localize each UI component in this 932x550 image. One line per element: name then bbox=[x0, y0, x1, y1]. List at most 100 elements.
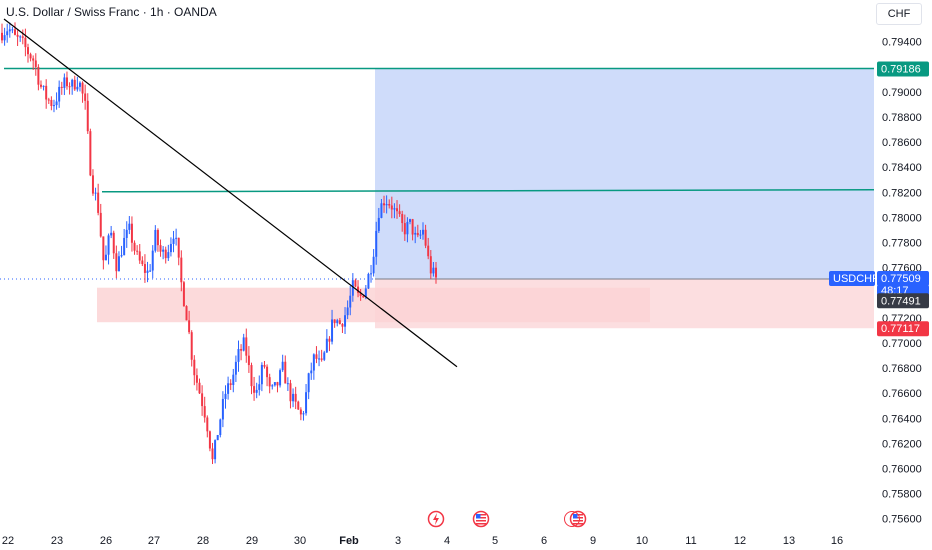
candle bbox=[224, 385, 227, 409]
price-axis-tick-label: 0.76200 bbox=[882, 438, 922, 450]
candle bbox=[318, 350, 321, 367]
candle bbox=[123, 228, 126, 256]
candle bbox=[182, 280, 185, 307]
candle bbox=[346, 300, 349, 320]
candle bbox=[24, 28, 27, 57]
price-axis-tick-label: 0.76800 bbox=[882, 363, 922, 375]
price-axis-tick-label: 0.77000 bbox=[882, 338, 922, 350]
candle bbox=[432, 261, 435, 277]
candle bbox=[120, 245, 123, 258]
candle bbox=[172, 230, 175, 253]
time-axis-tick-label: 5 bbox=[492, 535, 498, 547]
candle bbox=[188, 310, 191, 335]
price-axis-tick-label: 0.77800 bbox=[882, 237, 922, 249]
demand-zone[interactable] bbox=[97, 287, 650, 323]
candle bbox=[128, 216, 131, 235]
resistance-line[interactable] bbox=[101, 189, 875, 193]
time-axis-tick-label: 30 bbox=[294, 535, 306, 547]
candle bbox=[169, 237, 172, 257]
candle bbox=[305, 384, 308, 416]
candle bbox=[37, 64, 40, 91]
candle bbox=[284, 355, 287, 384]
candle bbox=[424, 224, 427, 249]
candle bbox=[180, 250, 183, 292]
candle bbox=[156, 228, 159, 252]
time-axis-tick-label: 27 bbox=[148, 535, 160, 547]
candle bbox=[133, 240, 136, 255]
candle bbox=[13, 22, 16, 36]
candle bbox=[102, 236, 105, 270]
candle bbox=[341, 323, 344, 334]
time-axis-tick-label: 3 bbox=[395, 535, 401, 547]
currency-button[interactable]: CHF bbox=[876, 3, 922, 25]
candle bbox=[203, 396, 206, 423]
candle bbox=[302, 410, 305, 421]
candle bbox=[435, 261, 437, 284]
candle bbox=[383, 195, 386, 213]
candle bbox=[372, 249, 375, 277]
time-axis-tick-label: 13 bbox=[783, 535, 795, 547]
candle bbox=[419, 229, 422, 239]
candle bbox=[32, 55, 35, 70]
candle bbox=[294, 386, 297, 410]
candle bbox=[357, 280, 360, 298]
candle bbox=[149, 264, 152, 273]
candle bbox=[242, 333, 245, 352]
price-axis-tick-label: 0.78800 bbox=[882, 112, 922, 124]
candle bbox=[86, 93, 89, 134]
current-price-tag-text: 0.77509 bbox=[881, 273, 921, 285]
candle bbox=[107, 233, 110, 265]
candle bbox=[273, 382, 276, 387]
candle bbox=[201, 385, 204, 416]
time-axis-tick-label: 29 bbox=[246, 535, 258, 547]
candle bbox=[232, 368, 235, 393]
price-axis-tick-label: 0.75600 bbox=[882, 514, 922, 526]
target-zone[interactable] bbox=[375, 68, 874, 280]
candle bbox=[94, 187, 97, 201]
us-flag-event-icon[interactable] bbox=[472, 510, 490, 528]
symbol-price-tag-text: USDCHF bbox=[833, 273, 879, 285]
candle bbox=[260, 362, 263, 392]
candle bbox=[427, 237, 430, 260]
candle bbox=[130, 216, 133, 252]
candle bbox=[297, 400, 300, 410]
candle bbox=[349, 286, 352, 316]
candle bbox=[370, 264, 373, 283]
trendline[interactable] bbox=[3, 18, 458, 368]
candle bbox=[310, 362, 313, 380]
trendline-layer bbox=[3, 18, 458, 368]
candle bbox=[29, 52, 32, 62]
candle bbox=[396, 200, 399, 219]
candle bbox=[146, 261, 149, 283]
candle bbox=[338, 317, 341, 325]
chart-title: U.S. Dollar / Swiss Franc · 1h · OANDA bbox=[6, 5, 217, 19]
candle bbox=[151, 245, 154, 279]
candle bbox=[422, 222, 425, 240]
candle bbox=[289, 379, 292, 409]
lightning-event-icon[interactable] bbox=[427, 510, 445, 528]
time-axis-tick-label: 12 bbox=[734, 535, 746, 547]
time-axis: 22 23 26 27 28 29 30 Feb 3 4 5 6 9 10 11 12 13 16 bbox=[2, 535, 843, 547]
price-axis-tick-label: 0.78600 bbox=[882, 137, 922, 149]
candle bbox=[229, 379, 232, 390]
candle bbox=[216, 434, 219, 441]
us-flag-event-icon-double-b[interactable] bbox=[564, 511, 580, 527]
candle bbox=[34, 53, 37, 76]
candle bbox=[385, 195, 388, 214]
time-axis-tick-label: 26 bbox=[100, 535, 112, 547]
candle bbox=[414, 226, 417, 244]
target-price-tag-text: 0.79186 bbox=[881, 63, 921, 75]
events-layer bbox=[427, 510, 587, 528]
candle bbox=[247, 346, 250, 373]
candle bbox=[208, 430, 211, 452]
candle bbox=[81, 81, 84, 103]
candle bbox=[193, 355, 196, 386]
candle bbox=[1, 23, 3, 44]
candle bbox=[68, 82, 71, 95]
candle bbox=[390, 196, 393, 219]
time-axis-tick-label: 4 bbox=[444, 535, 450, 547]
candle bbox=[6, 23, 9, 43]
candle bbox=[281, 354, 284, 372]
